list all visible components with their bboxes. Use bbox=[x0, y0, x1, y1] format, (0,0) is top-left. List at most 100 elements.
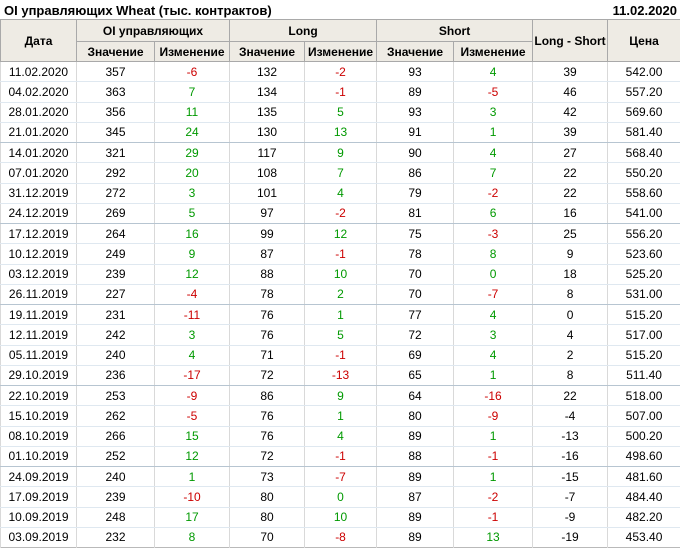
cell-oi-value: 262 bbox=[76, 405, 155, 427]
cell-date: 07.01.2020 bbox=[0, 162, 77, 184]
cell-price: 550.20 bbox=[607, 162, 680, 184]
cell-date: 10.12.2019 bbox=[0, 243, 77, 265]
cell-long-value: 88 bbox=[229, 264, 306, 285]
cell-short-change: 1 bbox=[453, 426, 534, 447]
cell-price: 568.40 bbox=[607, 142, 680, 164]
cell-oi-change: -6 bbox=[153, 61, 231, 83]
col-subheader-short-value: Значение bbox=[376, 41, 455, 62]
cell-short-value: 88 bbox=[376, 446, 455, 468]
cell-oi-change: -5 bbox=[153, 405, 231, 427]
cell-short-change: -5 bbox=[453, 81, 534, 103]
cell-long-short: 22 bbox=[532, 385, 609, 407]
col-subheader-long-change: Изменение bbox=[304, 41, 378, 62]
cell-long-short: 0 bbox=[532, 304, 609, 326]
cell-short-change: -3 bbox=[453, 223, 534, 245]
cell-short-value: 90 bbox=[376, 142, 455, 164]
cell-long-value: 86 bbox=[229, 385, 306, 407]
cell-date: 03.09.2019 bbox=[0, 527, 77, 548]
cell-long-change: 9 bbox=[304, 385, 378, 407]
cell-long-value: 76 bbox=[229, 304, 306, 326]
cell-price: 556.20 bbox=[607, 223, 680, 245]
cell-price: 500.20 bbox=[607, 426, 680, 447]
col-subheader-short-change: Изменение bbox=[453, 41, 534, 62]
table-row: 29.10.2019 236 -17 72 -13 65 1 8 511.40 bbox=[0, 365, 680, 387]
cell-long-change: -2 bbox=[304, 203, 378, 225]
cell-long-value: 130 bbox=[229, 122, 306, 144]
cell-long-change: 2 bbox=[304, 284, 378, 306]
cell-long-short: -7 bbox=[532, 486, 609, 508]
cell-date: 17.09.2019 bbox=[0, 486, 77, 508]
cell-short-value: 89 bbox=[376, 426, 455, 447]
cell-price: 517.00 bbox=[607, 324, 680, 346]
cell-oi-value: 248 bbox=[76, 507, 155, 528]
cell-short-value: 87 bbox=[376, 486, 455, 508]
cell-long-value: 72 bbox=[229, 446, 306, 468]
page-title: OI управляющих Wheat (тыс. контрактов) bbox=[4, 2, 272, 18]
table-row: 17.12.2019 264 16 99 12 75 -3 25 556.20 bbox=[0, 223, 680, 245]
cell-date: 17.12.2019 bbox=[0, 223, 77, 245]
cell-long-value: 78 bbox=[229, 284, 306, 306]
cell-long-change: 7 bbox=[304, 162, 378, 184]
cell-short-change: 1 bbox=[453, 122, 534, 144]
cell-short-value: 75 bbox=[376, 223, 455, 245]
cell-long-short: -4 bbox=[532, 405, 609, 427]
cell-long-value: 101 bbox=[229, 183, 306, 204]
cell-price: 498.60 bbox=[607, 446, 680, 468]
report-date: 11.02.2020 bbox=[612, 2, 677, 18]
cell-short-change: 4 bbox=[453, 345, 534, 366]
cell-long-change: 13 bbox=[304, 122, 378, 144]
cell-short-value: 69 bbox=[376, 345, 455, 366]
cell-oi-value: 321 bbox=[76, 142, 155, 164]
cell-oi-value: 239 bbox=[76, 486, 155, 508]
cell-price: 484.40 bbox=[607, 486, 680, 508]
cell-oi-change: 17 bbox=[153, 507, 231, 528]
cell-long-value: 134 bbox=[229, 81, 306, 103]
cell-price: 507.00 bbox=[607, 405, 680, 427]
table-row: 08.10.2019 266 15 76 4 89 1 -13 500.20 bbox=[0, 426, 680, 447]
cell-oi-change: 12 bbox=[153, 264, 231, 285]
cell-short-value: 70 bbox=[376, 264, 455, 285]
cell-price: 482.20 bbox=[607, 507, 680, 528]
cell-long-change: -1 bbox=[304, 81, 378, 103]
cell-long-value: 99 bbox=[229, 223, 306, 245]
cell-date: 24.09.2019 bbox=[0, 466, 77, 488]
cell-long-change: -2 bbox=[304, 61, 378, 83]
cell-price: 558.60 bbox=[607, 183, 680, 204]
cell-long-short: -13 bbox=[532, 426, 609, 447]
cell-long-short: 4 bbox=[532, 324, 609, 346]
cell-date: 26.11.2019 bbox=[0, 284, 77, 306]
cell-short-value: 77 bbox=[376, 304, 455, 326]
cell-long-change: -13 bbox=[304, 365, 378, 387]
col-group-long: Long bbox=[229, 19, 378, 42]
cell-date: 31.12.2019 bbox=[0, 183, 77, 204]
cell-short-change: -2 bbox=[453, 486, 534, 508]
cell-short-value: 72 bbox=[376, 324, 455, 346]
cell-long-value: 76 bbox=[229, 426, 306, 447]
cell-long-value: 73 bbox=[229, 466, 306, 488]
cell-oi-change: 11 bbox=[153, 102, 231, 123]
cot-table: Дата OI управляющих Long Short Long - Sh… bbox=[0, 19, 680, 548]
cell-long-short: 8 bbox=[532, 284, 609, 306]
cell-long-change: 1 bbox=[304, 304, 378, 326]
col-group-short: Short bbox=[376, 19, 534, 42]
cell-long-change: -7 bbox=[304, 466, 378, 488]
cell-long-value: 80 bbox=[229, 486, 306, 508]
cell-oi-value: 239 bbox=[76, 264, 155, 285]
cell-oi-change: 16 bbox=[153, 223, 231, 245]
cell-short-change: -1 bbox=[453, 507, 534, 528]
col-subheader-long-value: Значение bbox=[229, 41, 306, 62]
table-row: 19.11.2019 231 -11 76 1 77 4 0 515.20 bbox=[0, 304, 680, 326]
cell-oi-change: -10 bbox=[153, 486, 231, 508]
cell-short-change: 1 bbox=[453, 466, 534, 488]
cell-oi-value: 242 bbox=[76, 324, 155, 346]
cell-long-change: -1 bbox=[304, 345, 378, 366]
cell-price: 542.00 bbox=[607, 61, 680, 83]
cell-date: 03.12.2019 bbox=[0, 264, 77, 285]
cell-oi-change: 5 bbox=[153, 203, 231, 225]
cell-long-change: 1 bbox=[304, 405, 378, 427]
cell-price: 569.60 bbox=[607, 102, 680, 123]
col-header-long-short: Long - Short bbox=[532, 19, 609, 62]
cell-oi-change: 9 bbox=[153, 243, 231, 265]
cell-oi-value: 356 bbox=[76, 102, 155, 123]
table-row: 21.01.2020 345 24 130 13 91 1 39 581.40 bbox=[0, 122, 680, 144]
